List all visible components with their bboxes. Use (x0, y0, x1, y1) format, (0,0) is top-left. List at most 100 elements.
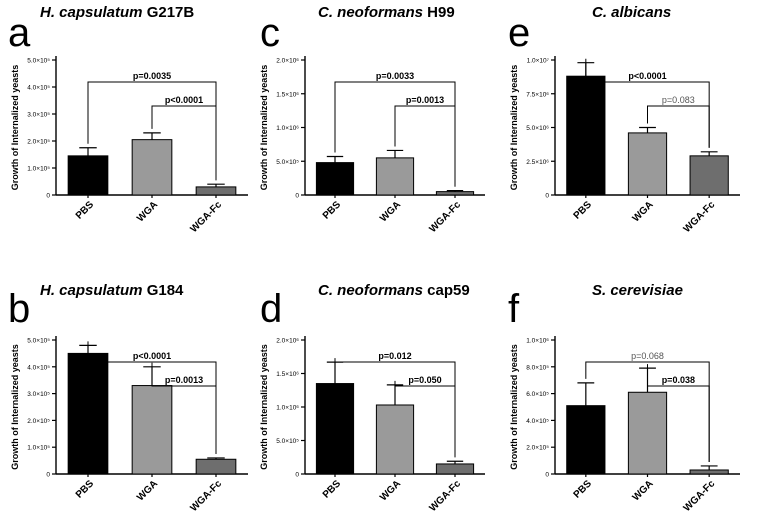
y-tick-label: 1.5×10⁶ (276, 371, 299, 378)
panel-title-strain: cap59 (423, 282, 470, 299)
bar-wga-fc (195, 186, 237, 196)
y-axis-label: Growth of Internalized yeasts (10, 344, 20, 470)
y-tick-label: 5.0×10⁵ (27, 338, 50, 345)
panel-title-species: C. neoformans (318, 282, 423, 299)
x-tick-label: WGA-Fc (682, 199, 718, 235)
y-tick-label: 6.0×10⁵ (526, 391, 549, 398)
y-tick-label: 1.0×10⁵ (27, 445, 50, 452)
x-tick-label: WGA-Fc (682, 478, 718, 514)
significance-bracket (647, 364, 710, 462)
y-tick-label: 5.0×10⁵ (27, 58, 50, 65)
significance-bracket (151, 362, 217, 454)
bar-wga (375, 404, 415, 475)
panel-letter: d (260, 287, 282, 331)
y-tick-label: 2.0×10⁶ (276, 58, 299, 65)
y-tick-label: 7.5×10⁶ (526, 91, 549, 98)
y-axis-label: Growth of Internalized yeasts (10, 65, 20, 191)
y-axis-label: Growth of Internalized yeasts (509, 65, 519, 191)
panel-c: c C. neoformans H99 Growth of Internalized… (259, 4, 485, 235)
bar-pbs (566, 405, 606, 475)
panel-title: C. neoformans cap59 (318, 282, 470, 299)
x-tick-label: WGA (378, 199, 403, 224)
bar-wga (375, 157, 415, 196)
panel-title-species: H. capsulatum (40, 282, 143, 299)
bar-pbs (67, 352, 109, 475)
panel-f: f S. cerevisiae Growth of Internalized yea… (508, 282, 740, 514)
y-tick-label: 1.0×10⁶ (276, 405, 299, 412)
x-tick-label: PBS (321, 478, 344, 501)
y-tick-label: 0 (295, 472, 299, 479)
panel-title-species: C. neoformans (318, 4, 423, 21)
x-tick-label: WGA-Fc (427, 478, 463, 514)
p-value-label: p=0.0013 (165, 375, 203, 385)
p-value-label: p=0.0013 (406, 95, 444, 105)
significance-bracket (394, 380, 456, 458)
significance-bracket (151, 105, 217, 181)
panel-letter: e (508, 11, 530, 55)
panel-a: a H. capsulatum G217B Growth of Internaliz… (8, 4, 248, 235)
panel-title-species: H. capsulatum (40, 4, 143, 21)
y-axis-label: Growth of Internalized yeasts (259, 65, 269, 191)
panel-title-strain: G184 (143, 282, 185, 299)
panel-title: H. capsulatum G184 (40, 282, 184, 299)
panel-title: H. capsulatum G217B (40, 4, 194, 21)
y-tick-label: 4.0×10⁵ (526, 418, 549, 425)
y-tick-label: 4.0×10⁵ (27, 364, 50, 371)
bar-wga (627, 132, 668, 196)
y-axis-label: Growth of Internalized yeasts (259, 344, 269, 470)
y-tick-label: 1.0×10⁷ (527, 58, 550, 65)
panel-title: C. albicans (592, 4, 671, 21)
p-value-label: p<0.0001 (133, 351, 171, 361)
bar-wga (131, 385, 173, 475)
y-tick-label: 5.0×10⁶ (526, 125, 549, 132)
panel-letter: a (8, 11, 31, 55)
y-tick-label: 3.0×10⁵ (27, 112, 50, 119)
x-tick-label: WGA (378, 478, 403, 503)
x-tick-label: WGA (135, 478, 160, 503)
bar-pbs (315, 162, 355, 196)
y-tick-label: 2.5×10⁶ (526, 159, 549, 166)
x-tick-label: WGA (135, 199, 160, 224)
p-value-label: p=0.012 (378, 351, 411, 361)
panel-letter: b (8, 287, 30, 331)
y-tick-label: 1.0×10⁶ (276, 125, 299, 132)
panel-letter: c (260, 11, 280, 55)
p-value-label: p=0.0035 (133, 71, 171, 81)
bar-pbs (67, 155, 109, 196)
bar-wga (627, 391, 668, 475)
p-value-label: p=0.083 (662, 95, 695, 105)
p-value-label: p=0.068 (631, 351, 664, 361)
y-tick-label: 5.0×10⁵ (276, 438, 299, 445)
bar-wga-fc (435, 463, 475, 475)
y-tick-label: 0 (545, 472, 549, 479)
p-value-label: p=0.038 (662, 375, 695, 385)
x-tick-label: WGA-Fc (188, 199, 224, 235)
panel-d: d C. neoformans cap59 Growth of Internaliz… (259, 282, 485, 514)
y-tick-label: 1.0×10⁵ (27, 166, 50, 173)
x-tick-label: PBS (572, 478, 595, 501)
p-value-label: p<0.0001 (628, 71, 666, 81)
x-tick-label: PBS (74, 199, 97, 222)
x-tick-label: WGA (631, 478, 656, 503)
y-tick-label: 4.0×10⁵ (27, 85, 50, 92)
y-axis-label: Growth of Internalized yeasts (509, 344, 519, 470)
p-value-label: p=0.0033 (376, 71, 414, 81)
panel-e: e C. albicans Growth of Internalized yeast… (508, 4, 740, 235)
y-tick-label: 1.5×10⁶ (276, 91, 299, 98)
p-value-label: p=0.050 (408, 375, 441, 385)
y-tick-label: 2.0×10⁶ (276, 338, 299, 345)
panel-b: b H. capsulatum G184 Growth of Internalize… (8, 282, 248, 514)
panel-title: C. neoformans H99 (318, 4, 455, 21)
panel-title-species: C. albicans (592, 4, 671, 21)
x-tick-label: WGA (631, 199, 656, 224)
x-tick-label: WGA-Fc (188, 478, 224, 514)
panel-title-strain: G217B (143, 4, 195, 21)
significance-bracket (647, 105, 710, 148)
y-tick-label: 0 (295, 193, 299, 200)
y-tick-label: 3.0×10⁵ (27, 391, 50, 398)
y-tick-label: 0 (46, 472, 50, 479)
y-tick-label: 8.0×10⁵ (526, 364, 549, 371)
x-tick-label: PBS (321, 199, 344, 222)
p-value-label: p<0.0001 (165, 95, 203, 105)
